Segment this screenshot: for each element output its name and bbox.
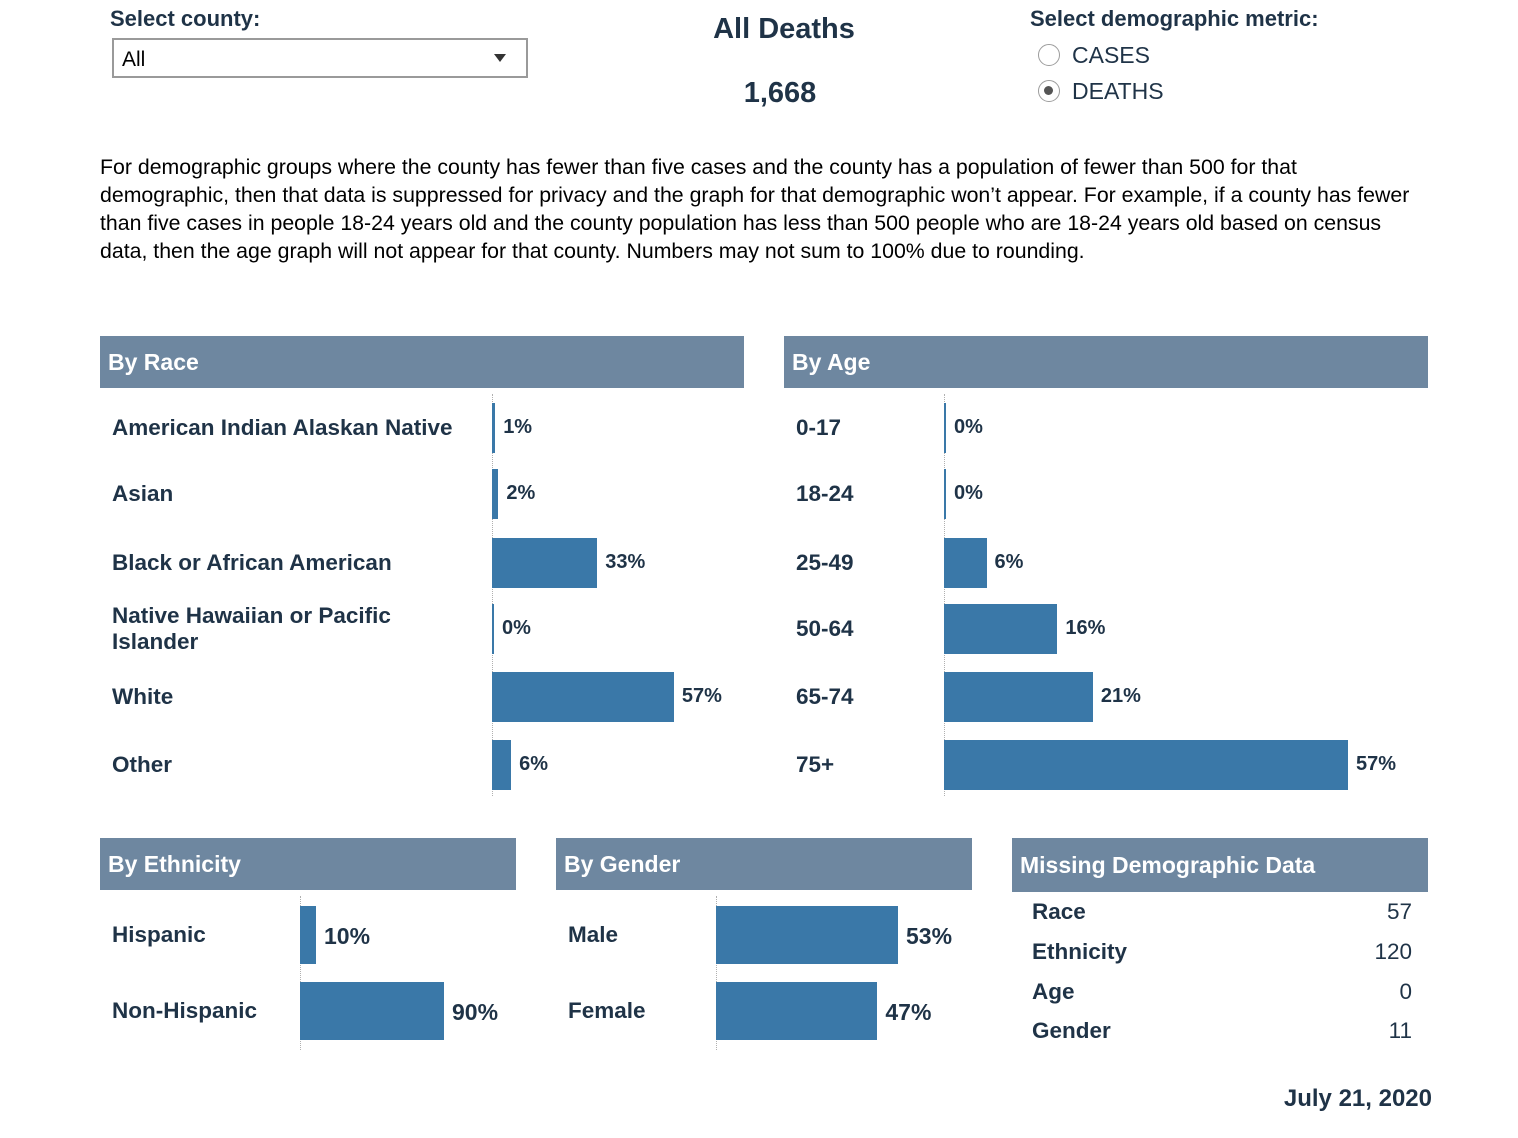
metric-label: Select demographic metric: <box>1030 6 1319 31</box>
data-date: July 21, 2020 <box>1283 1085 1432 1112</box>
radio-cases[interactable] <box>1038 44 1060 66</box>
category-label: 0-17 <box>796 415 842 440</box>
category-label: Other <box>112 752 173 777</box>
bar-value-label: 6% <box>994 551 1024 573</box>
bar-value-label: 57% <box>681 685 722 707</box>
category-label: 25-49 <box>796 550 854 575</box>
bar-axis <box>300 896 301 1050</box>
bar-axis <box>716 896 717 1050</box>
bar-value-label: 47% <box>885 999 932 1025</box>
category-label: Female <box>568 998 646 1023</box>
category-label: Black or African American <box>112 550 392 575</box>
bar[interactable] <box>944 740 1348 790</box>
missing-row-value: 11 <box>1388 1018 1412 1043</box>
category-label: American Indian Alaskan Native <box>112 415 453 440</box>
bar[interactable] <box>492 672 674 722</box>
bar-value-label: 1% <box>503 416 533 438</box>
category-label: 75+ <box>796 752 835 777</box>
bar-value-label: 2% <box>506 482 536 504</box>
race-panel-header: By Race <box>100 336 744 388</box>
bar[interactable] <box>300 906 316 964</box>
kpi-title: All Deaths <box>713 13 855 45</box>
bar[interactable] <box>944 672 1093 722</box>
category-label: Male <box>568 922 619 947</box>
metric-option-label: CASES <box>1072 41 1150 68</box>
bar-value-label: 33% <box>605 551 646 573</box>
bar[interactable] <box>716 982 878 1040</box>
metric-radio-group: CASES DEATHS <box>1038 40 1164 106</box>
bar[interactable] <box>944 469 946 519</box>
category-label: Native Hawaiian or Pacific Islander <box>112 603 391 654</box>
county-select-value: All <box>122 48 146 71</box>
bar-value-label: 53% <box>906 923 953 949</box>
bar[interactable] <box>492 403 496 453</box>
missing-row-value: 57 <box>1386 899 1412 924</box>
category-label: Hispanic <box>112 922 206 947</box>
bar-axis <box>492 394 493 796</box>
metric-option-deaths[interactable]: DEATHS <box>1038 76 1164 106</box>
gender-panel-header: By Gender <box>556 838 972 890</box>
age-panel-header: By Age <box>784 336 1428 388</box>
category-label: White <box>112 684 174 709</box>
bar[interactable] <box>944 403 946 453</box>
bar[interactable] <box>300 982 444 1040</box>
bar-value-label: 0% <box>954 416 983 438</box>
missing-row-value: 120 <box>1374 939 1412 964</box>
suppression-note: For demographic groups where the county … <box>100 155 1410 263</box>
bar[interactable] <box>492 469 499 519</box>
bar-axis <box>944 394 945 796</box>
ethnicity-panel-header: By Ethnicity <box>100 838 516 890</box>
radio-deaths[interactable] <box>1038 80 1060 102</box>
metric-option-cases[interactable]: CASES <box>1038 40 1164 70</box>
category-label: 50-64 <box>796 616 854 641</box>
metric-option-label: DEATHS <box>1072 77 1164 104</box>
bar[interactable] <box>492 740 512 790</box>
county-select[interactable]: All <box>112 38 528 78</box>
bar-value-label: 21% <box>1100 685 1141 707</box>
bar[interactable] <box>492 538 598 588</box>
bar-value-label: 0% <box>954 482 983 504</box>
bar[interactable] <box>944 538 987 588</box>
bar-value-label: 16% <box>1065 617 1106 639</box>
missing-row-label: Age <box>1032 979 1075 1004</box>
county-filter-label: Select county: <box>110 6 261 31</box>
bar-value-label: 10% <box>324 923 371 949</box>
bar-value-label: 90% <box>452 999 499 1025</box>
kpi-value: 1,668 <box>743 77 817 109</box>
bar[interactable] <box>492 604 494 654</box>
missing-row-value: 0 <box>1399 979 1412 1004</box>
missing-row-label: Gender <box>1032 1018 1111 1043</box>
bar-value-label: 0% <box>502 617 531 639</box>
category-label: Non-Hispanic <box>112 998 258 1023</box>
bar[interactable] <box>716 906 898 964</box>
chevron-down-icon <box>494 54 506 62</box>
category-label: 18-24 <box>796 481 854 506</box>
missing-row-label: Race <box>1032 899 1086 924</box>
missing-row-label: Ethnicity <box>1032 939 1128 964</box>
missing-panel-header: Missing Demographic Data <box>1012 838 1428 892</box>
bar-value-label: 6% <box>519 753 549 775</box>
bar-value-label: 57% <box>1356 753 1397 775</box>
category-label: 65-74 <box>796 684 854 709</box>
category-label: Asian <box>112 481 174 506</box>
bar[interactable] <box>944 604 1058 654</box>
